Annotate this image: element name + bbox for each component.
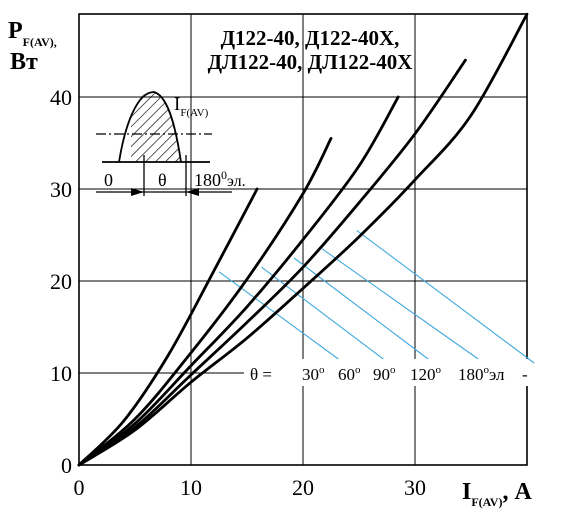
theta-legend-item-2: 90о	[373, 364, 396, 384]
x-axis-symbol: I	[462, 479, 471, 505]
y-tick-label-0: 0	[61, 453, 72, 478]
y-tick-label-40: 40	[50, 85, 72, 110]
conduction-angle-inset: 0 θ 1800эл. IF(AV)	[96, 91, 246, 196]
x-tick-label-30: 30	[404, 475, 426, 500]
theta-legend-item-0: 30о	[302, 364, 325, 384]
y-tick-label-30: 30	[50, 177, 72, 202]
leader-line-4	[356, 229, 535, 364]
chart-title-line-2: ДЛ122-40, ДЛ122-40Х	[208, 50, 413, 74]
theta-legend-background	[244, 359, 528, 386]
inset-180-label: 1800эл.	[194, 168, 246, 190]
plot-frame	[78, 13, 528, 466]
curve-1	[77, 137, 333, 467]
leader-line-3	[321, 248, 485, 364]
y-axis-unit: Вт	[10, 49, 38, 75]
theta-legend-item-1: 60о	[338, 364, 361, 384]
y-axis-title: PF(AV),	[8, 18, 57, 49]
curve-2	[77, 95, 400, 467]
curve-3	[77, 58, 467, 467]
leader-line-2	[293, 257, 434, 364]
inset-current-label: IF(AV)	[174, 94, 209, 119]
tick-labels: 0 10 20 30 0 10 20 30 40	[50, 85, 426, 500]
y-axis-subscript: F(AV),	[23, 35, 57, 49]
theta-legend: θ = 30о 60о 90о 120о 180оэл -	[244, 359, 528, 386]
inset-zero-label: 0	[104, 170, 113, 190]
half-sine-waveform	[118, 91, 182, 163]
y-tick-label-20: 20	[50, 269, 72, 294]
x-tick-label-10: 10	[180, 475, 202, 500]
x-tick-label-0: 0	[74, 475, 85, 500]
y-axis-symbol: P	[8, 18, 23, 44]
theta-legend-prefix: θ =	[250, 365, 272, 384]
arrow-left-icon	[186, 188, 199, 196]
theta-legend-item-3: 120о	[410, 364, 442, 384]
x-axis-unit: , А	[502, 479, 532, 505]
axes	[78, 13, 528, 466]
curve-0	[77, 187, 259, 467]
theta-legend-suffix: -	[522, 365, 528, 384]
x-tick-label-20: 20	[292, 475, 314, 500]
leader-line-1	[261, 266, 389, 364]
chart-title-line-1: Д122-40, Д122-40Х,	[221, 26, 400, 50]
y-tick-label-10: 10	[50, 361, 72, 386]
arrow-right-icon	[131, 188, 144, 196]
power-curves	[77, 12, 529, 467]
inset-theta-label: θ	[158, 170, 167, 190]
x-axis-subscript: F(AV)	[471, 495, 502, 509]
curve-4	[77, 12, 529, 467]
x-axis-title: IF(AV), А	[462, 479, 532, 509]
theta-legend-item-4: 180оэл	[458, 364, 505, 384]
